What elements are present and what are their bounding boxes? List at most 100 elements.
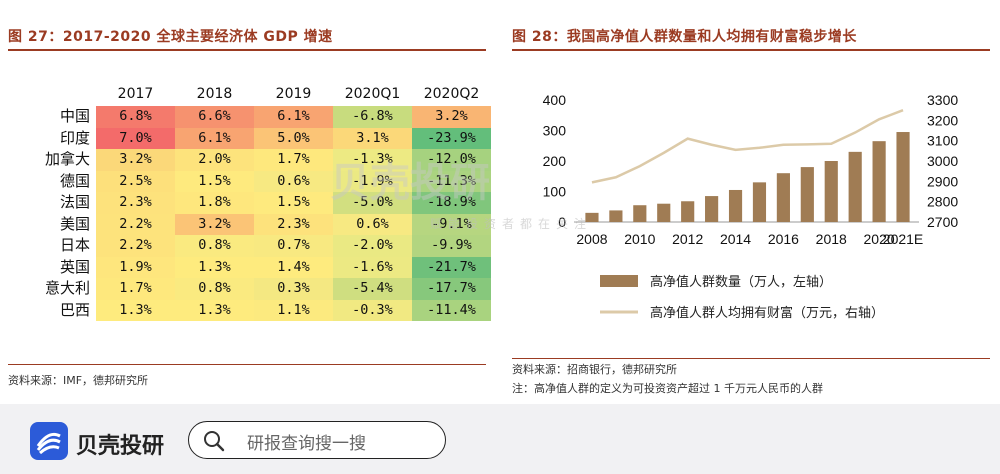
table-cell: 0.7% — [254, 235, 333, 257]
left-source-rule — [8, 364, 486, 365]
legend-line-label: 高净值人群人均拥有财富（万元，右轴） — [650, 305, 884, 321]
table-cell: -21.7% — [412, 256, 491, 278]
table-cell: 6.6% — [175, 106, 254, 128]
y-right-tick-label: 3100 — [927, 133, 958, 149]
table-cell: -5.0% — [333, 192, 412, 214]
right-source-rule — [512, 358, 990, 359]
x-tick-label: 2021E — [883, 231, 923, 247]
bar-2014 — [728, 189, 743, 222]
table-cell: 1.3% — [96, 299, 175, 321]
table-cell: 3.2% — [175, 213, 254, 235]
logo-icon[interactable] — [30, 422, 68, 460]
table-cell: 0.6% — [333, 213, 412, 235]
table-cell: 2.5% — [96, 170, 175, 192]
table-cell: -6.8% — [333, 106, 412, 128]
logo-text[interactable]: 贝壳投研 — [76, 434, 165, 459]
table-cell: 2.3% — [96, 192, 175, 214]
y-left-tick-label: 100 — [543, 184, 567, 200]
bottom-bar: 贝壳投研 研报查询搜一搜 — [0, 404, 1000, 474]
y-right-tick-label: 2800 — [927, 194, 958, 210]
table-cell: -2.0% — [333, 235, 412, 257]
left-figure-title: 图 27：2017-2020 全球主要经济体 GDP 增速 — [8, 29, 333, 45]
x-tick-label: 2018 — [816, 231, 847, 247]
bar-2008 — [585, 212, 599, 222]
y-right-tick-label: 2700 — [927, 214, 958, 230]
hnw-chart: 0 100 200 300 400 2700 2800 2900 3000 3100 3200 330… — [543, 92, 959, 321]
table-header-2019: 2019 — [275, 86, 312, 102]
table-cell: 1.5% — [254, 192, 333, 214]
y-left-tick-label: 200 — [543, 153, 567, 169]
table-cell: 1.7% — [254, 149, 333, 171]
table-cell: -23.9% — [412, 127, 491, 149]
table-header-2017: 2017 — [117, 86, 154, 102]
table-row-label: 意大利 — [44, 279, 90, 297]
search-box[interactable]: 研报查询搜一搜 — [188, 421, 446, 459]
table-cell: 2.3% — [254, 213, 333, 235]
table-cell: 1.9% — [96, 256, 175, 278]
y-right-tick-label: 3300 — [927, 92, 958, 108]
y-right-tick-label: 2900 — [927, 173, 958, 189]
table-cell: 3.1% — [333, 127, 412, 149]
table-cell: 2.2% — [96, 235, 175, 257]
table-cell: -1.3% — [333, 149, 412, 171]
table-row-label: 德国 — [59, 171, 90, 190]
y-left-tick-label: 0 — [558, 214, 566, 230]
table-row-label: 巴西 — [59, 300, 90, 319]
x-tick-label: 2014 — [720, 231, 751, 247]
table-cell: 6.1% — [175, 127, 254, 149]
bar-2015 — [752, 182, 767, 222]
legend-bar-swatch — [600, 275, 638, 287]
x-tick-label: 2012 — [672, 231, 703, 247]
table-cell: -12.0% — [412, 149, 491, 171]
right-figure-title: 图 28：我国高净值人群数量和人均拥有财富稳步增长 — [512, 29, 857, 45]
table-cell: 1.3% — [175, 256, 254, 278]
table-cell: 0.8% — [175, 235, 254, 257]
table-cell: 1.4% — [254, 256, 333, 278]
table-header-2020q1: 2020Q1 — [344, 86, 401, 102]
bar-2013 — [705, 196, 719, 222]
table-cell: 2.2% — [96, 213, 175, 235]
table-cell: -1.9% — [333, 170, 412, 192]
table-header-2020q2: 2020Q2 — [423, 86, 480, 102]
table-cell: 1.1% — [254, 299, 333, 321]
y-left-tick-label: 300 — [543, 123, 567, 139]
table-row-label: 日本 — [59, 236, 90, 254]
y-right-tick-label: 3200 — [927, 112, 958, 128]
table-row-label: 加拿大 — [44, 150, 90, 168]
search-input[interactable]: 研报查询搜一搜 — [247, 434, 366, 454]
table-header-2018: 2018 — [196, 86, 233, 102]
table-cell: 1.3% — [175, 299, 254, 321]
bar-2019 — [848, 151, 862, 222]
table-cell: -11.3% — [412, 170, 491, 192]
bar-2020 — [872, 141, 886, 222]
table-cell: 1.5% — [175, 170, 254, 192]
right-note-text: 注：高净值人群的定义为可投资资产超过 1 千万元人民币的人群 — [512, 382, 823, 395]
table-cell: -0.3% — [333, 299, 412, 321]
table-cell: 5.0% — [254, 127, 333, 149]
legend-bar-label: 高净值人群数量（万人，左轴） — [650, 274, 832, 290]
table-row-label: 中国 — [59, 107, 90, 125]
bar-2010 — [633, 205, 647, 222]
table-cell: -9.1% — [412, 213, 491, 235]
table-row-label: 印度 — [59, 128, 90, 147]
table-row-label: 英国 — [59, 257, 90, 276]
table-row-label: 法国 — [59, 193, 90, 211]
table-row-label: 美国 — [59, 214, 90, 233]
watermark-text: 贝壳投研 — [330, 160, 490, 206]
table-cell: 0.3% — [254, 278, 333, 300]
bar-2021e — [896, 132, 910, 222]
table-cell: -11.4% — [412, 299, 491, 321]
table-cell: -5.4% — [333, 278, 412, 300]
table-cell: 3.2% — [96, 149, 175, 171]
x-tick-label: 2016 — [768, 231, 799, 247]
wealth-line — [591, 108, 904, 184]
left-title-rule — [8, 49, 486, 51]
table-cell: 6.1% — [254, 106, 333, 128]
table-cell: 0.8% — [175, 278, 254, 300]
bar-2017 — [800, 167, 814, 222]
search-icon — [203, 430, 225, 456]
table-cell: -18.9% — [412, 192, 491, 214]
table-cell: 0.6% — [254, 170, 333, 192]
bar-2018 — [824, 161, 838, 222]
bar-2016 — [776, 173, 790, 222]
